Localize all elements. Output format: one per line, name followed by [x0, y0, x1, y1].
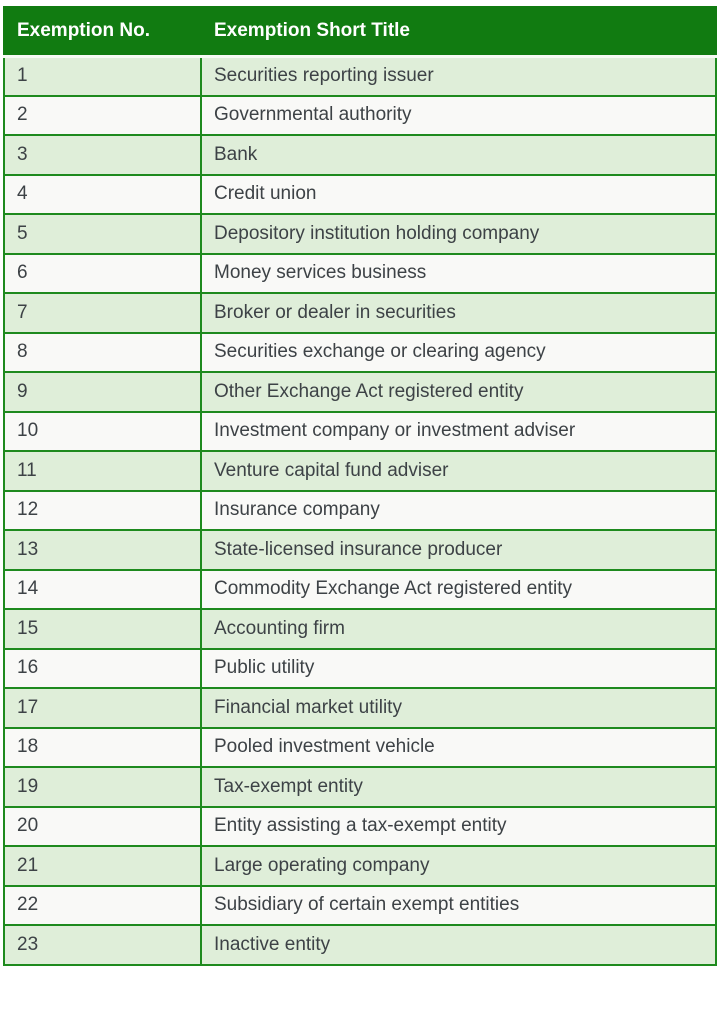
exemption-title-cell: Depository institution holding company	[200, 213, 717, 255]
exemption-table: Exemption No. Exemption Short Title 1 Se…	[3, 6, 717, 966]
exemption-no-cell: 10	[3, 410, 202, 452]
exemption-no-cell: 22	[3, 884, 202, 926]
table-row: 13 State-licensed insurance producer	[3, 529, 717, 571]
exemption-title-cell: Investment company or investment adviser	[200, 410, 717, 452]
table-row: 5 Depository institution holding company	[3, 213, 717, 255]
table-body: 1 Securities reporting issuer 2 Governme…	[3, 55, 717, 966]
exemption-title-cell: Public utility	[200, 647, 717, 689]
table-row: 6 Money services business	[3, 252, 717, 294]
exemption-title-cell: Money services business	[200, 252, 717, 294]
table-header: Exemption No. Exemption Short Title	[3, 6, 717, 58]
exemption-no-cell: 21	[3, 845, 202, 887]
exemption-title-cell: Bank	[200, 134, 717, 176]
exemption-no-cell: 23	[3, 924, 202, 966]
table-row: 3 Bank	[3, 134, 717, 176]
table-row: 1 Securities reporting issuer	[3, 55, 717, 97]
exemption-no-cell: 17	[3, 687, 202, 729]
exemption-title-cell: Accounting firm	[200, 608, 717, 650]
table-row: 4 Credit union	[3, 173, 717, 215]
table-row: 20 Entity assisting a tax-exempt entity	[3, 805, 717, 847]
table-row: 22 Subsidiary of certain exempt entities	[3, 884, 717, 926]
exemption-no-cell: 16	[3, 647, 202, 689]
exemption-title-cell: Other Exchange Act registered entity	[200, 371, 717, 413]
exemption-no-cell: 5	[3, 213, 202, 255]
exemption-title-cell: Credit union	[200, 173, 717, 215]
exemption-title-cell: Inactive entity	[200, 924, 717, 966]
exemption-no-cell: 19	[3, 766, 202, 808]
table-row: 17 Financial market utility	[3, 687, 717, 729]
header-row: Exemption No. Exemption Short Title	[3, 6, 717, 58]
table-row: 23 Inactive entity	[3, 924, 717, 966]
exemption-title-cell: State-licensed insurance producer	[200, 529, 717, 571]
exemption-no-cell: 2	[3, 94, 202, 136]
table-row: 21 Large operating company	[3, 845, 717, 887]
exemption-title-cell: Securities reporting issuer	[200, 55, 717, 97]
table-row: 14 Commodity Exchange Act registered ent…	[3, 568, 717, 610]
table-row: 15 Accounting firm	[3, 608, 717, 650]
exemption-title-cell: Insurance company	[200, 489, 717, 531]
exemption-no-cell: 15	[3, 608, 202, 650]
exemption-no-cell: 9	[3, 371, 202, 413]
table-row: 18 Pooled investment vehicle	[3, 726, 717, 768]
table-row: 16 Public utility	[3, 647, 717, 689]
exemption-no-cell: 8	[3, 331, 202, 373]
exemption-no-cell: 20	[3, 805, 202, 847]
exemption-title-cell: Financial market utility	[200, 687, 717, 729]
exemption-title-cell: Pooled investment vehicle	[200, 726, 717, 768]
exemption-title-cell: Large operating company	[200, 845, 717, 887]
exemption-no-cell: 1	[3, 55, 202, 97]
exemption-no-cell: 18	[3, 726, 202, 768]
table-row: 8 Securities exchange or clearing agency	[3, 331, 717, 373]
exemption-title-cell: Venture capital fund adviser	[200, 450, 717, 492]
exemption-no-cell: 3	[3, 134, 202, 176]
table-container: Exemption No. Exemption Short Title 1 Se…	[3, 6, 717, 966]
table-row: 10 Investment company or investment advi…	[3, 410, 717, 452]
exemption-title-cell: Commodity Exchange Act registered entity	[200, 568, 717, 610]
exemption-title-cell: Tax-exempt entity	[200, 766, 717, 808]
table-row: 12 Insurance company	[3, 489, 717, 531]
exemption-title-cell: Subsidiary of certain exempt entities	[200, 884, 717, 926]
exemption-no-cell: 11	[3, 450, 202, 492]
exemption-title-cell: Entity assisting a tax-exempt entity	[200, 805, 717, 847]
table-row: 9 Other Exchange Act registered entity	[3, 371, 717, 413]
table-row: 7 Broker or dealer in securities	[3, 292, 717, 334]
table-row: 11 Venture capital fund adviser	[3, 450, 717, 492]
exemption-no-cell: 6	[3, 252, 202, 294]
exemption-title-cell: Securities exchange or clearing agency	[200, 331, 717, 373]
exemption-no-cell: 13	[3, 529, 202, 571]
column-header-exemption-no: Exemption No.	[3, 6, 202, 58]
table-row: 2 Governmental authority	[3, 94, 717, 136]
exemption-no-cell: 14	[3, 568, 202, 610]
exemption-no-cell: 7	[3, 292, 202, 334]
exemption-no-cell: 4	[3, 173, 202, 215]
exemption-no-cell: 12	[3, 489, 202, 531]
exemption-title-cell: Broker or dealer in securities	[200, 292, 717, 334]
exemption-title-cell: Governmental authority	[200, 94, 717, 136]
column-header-short-title: Exemption Short Title	[200, 6, 717, 58]
table-row: 19 Tax-exempt entity	[3, 766, 717, 808]
